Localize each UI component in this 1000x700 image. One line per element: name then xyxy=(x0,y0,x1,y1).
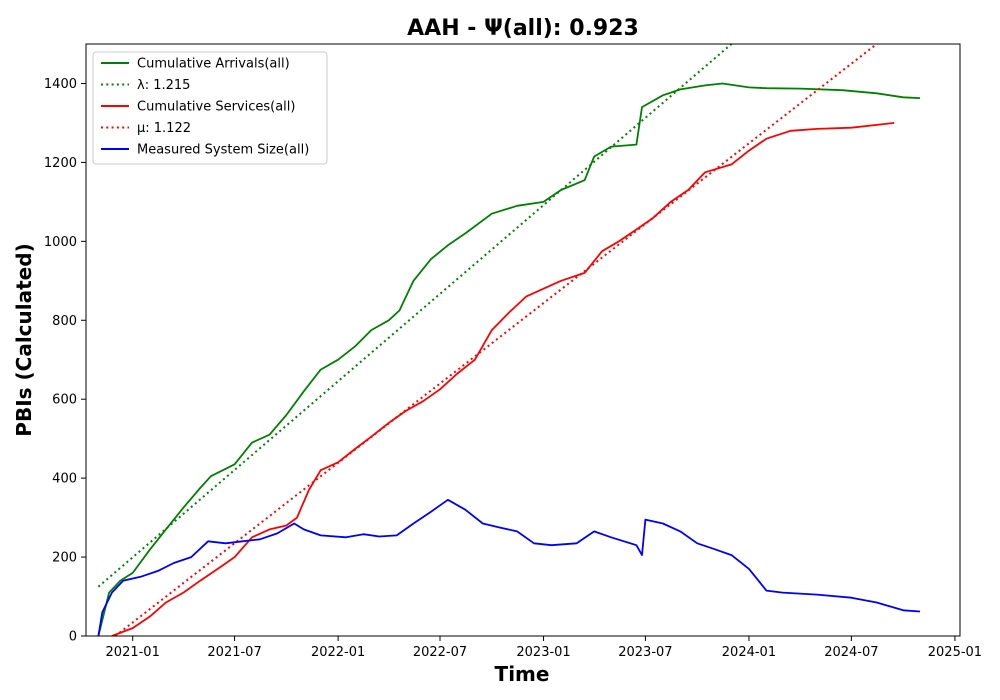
y-tick-label: 200 xyxy=(52,551,77,566)
plot-frame xyxy=(85,43,961,637)
x-tick-label: 2023-01 xyxy=(516,645,570,660)
legend-label-0: Cumulative Arrivals(all) xyxy=(137,57,290,72)
x-tick-label: 2021-01 xyxy=(106,645,160,660)
y-tick-label: 1200 xyxy=(44,156,77,171)
plot-lines xyxy=(97,44,921,636)
series-line-0 xyxy=(97,82,921,636)
x-tick-label: 2025-01 xyxy=(928,645,982,660)
y-tick-label: 1400 xyxy=(44,77,77,92)
x-axis-title: Time xyxy=(495,662,550,686)
x-tick-label: 2024-07 xyxy=(824,645,878,660)
series-line-1 xyxy=(97,44,733,588)
x-tick-label: 2022-01 xyxy=(311,645,365,660)
series-line-3 xyxy=(114,44,878,636)
x-tick-label: 2021-07 xyxy=(207,645,261,660)
y-axis-title: PBIs (Calculated) xyxy=(12,243,36,436)
x-tick-label: 2022-07 xyxy=(413,645,467,660)
legend-label-2: Cumulative Services(all) xyxy=(137,100,295,115)
y-tick-label: 0 xyxy=(69,630,77,645)
legend-box xyxy=(92,51,328,165)
y-tick-label: 600 xyxy=(52,393,77,408)
series-line-4 xyxy=(97,498,921,636)
x-tick-label: 2023-07 xyxy=(618,645,672,660)
x-axis-ticks: 2021-01 2021-07 2022-01 2022-07 2023-01 2023-… xyxy=(106,636,982,660)
x-tick-label: 2024-01 xyxy=(722,645,776,660)
legend: Cumulative Arrivals(all) λ: 1.215 Cumulati… xyxy=(92,51,328,165)
chart-title: AAH - Ψ(all): 0.923 xyxy=(407,16,639,41)
y-tick-label: 400 xyxy=(52,472,77,487)
y-tick-label: 800 xyxy=(52,314,77,329)
legend-label-1: λ: 1.215 xyxy=(137,78,190,93)
legend-label-3: μ: 1.122 xyxy=(137,121,191,136)
y-tick-label: 1000 xyxy=(44,235,77,250)
legend-label-4: Measured System Size(all) xyxy=(137,143,309,158)
y-axis-ticks: 0 200 400 600 800 1000 1200 1400 xyxy=(44,77,86,645)
series-line-2 xyxy=(111,122,895,636)
